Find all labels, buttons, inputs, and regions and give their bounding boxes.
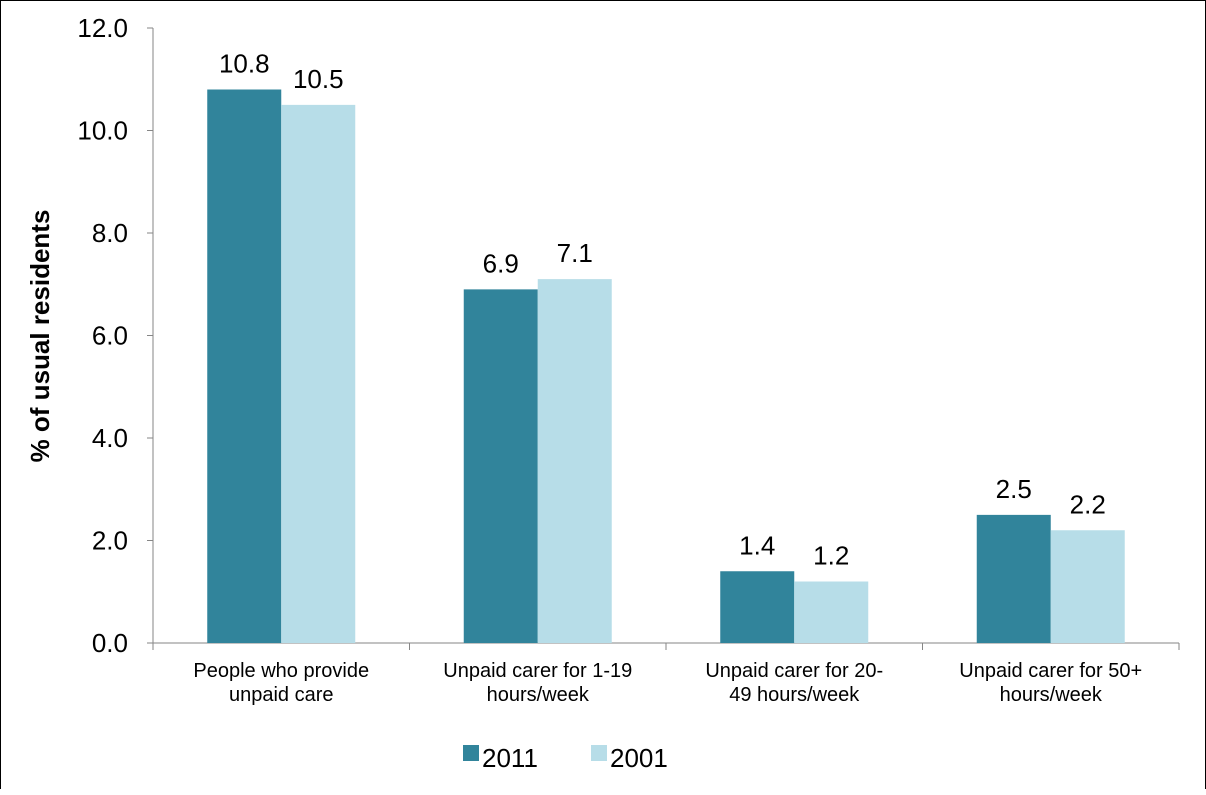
- bar-2011: [720, 571, 795, 643]
- legend-swatch-2001: [591, 745, 607, 761]
- data-label-2001: 10.5: [293, 64, 344, 94]
- x-category-label-line: Unpaid carer for 1-19: [443, 660, 632, 682]
- y-tick-label: 8.0: [92, 218, 128, 248]
- x-category-label: Unpaid carer for 50+ hours/week: [959, 660, 1142, 706]
- y-tick-label: 2.0: [92, 526, 128, 556]
- y-tick-label: 6.0: [92, 321, 128, 351]
- x-category-label-line: People who provide: [193, 660, 369, 682]
- y-tick-label: 4.0: [92, 423, 128, 453]
- x-category-label-line: 49 hours/week: [729, 684, 860, 706]
- legend-swatch-2011: [463, 745, 479, 761]
- data-label-2011: 1.4: [739, 530, 775, 560]
- bar-2001: [794, 581, 869, 643]
- y-tick-label: 12.0: [77, 13, 128, 43]
- x-category-label-line: Unpaid carer for 50+: [959, 660, 1142, 682]
- y-axis-title: % of usual residents: [25, 210, 55, 463]
- data-label-2001: 7.1: [557, 238, 593, 268]
- x-category-label: Unpaid carer for 1-19 hours/week: [443, 660, 632, 706]
- bar-2001: [281, 104, 356, 643]
- y-tick-label: 10.0: [77, 116, 128, 146]
- legend-label-2011: 2011: [482, 743, 538, 773]
- plot-area: 0.0 2.0 4.0 6.0 8.0 10.0 12.0 10.8 10.5 People wh…: [77, 13, 1180, 706]
- x-category-label-line: hours/week: [487, 684, 590, 706]
- legend: 2011 2001: [463, 743, 668, 773]
- x-category-label-line: hours/week: [1000, 684, 1103, 706]
- bar-2011: [207, 89, 282, 643]
- bar-2001: [537, 279, 612, 643]
- legend-label-2001: 2001: [610, 743, 668, 773]
- y-tick-label: 0.0: [92, 628, 128, 658]
- y-axis-title-group: % of usual residents: [25, 210, 55, 463]
- data-label-2001: 2.2: [1070, 489, 1106, 519]
- data-label-2001: 1.2: [813, 541, 849, 571]
- x-category-label: People who provide unpaid care: [193, 660, 369, 706]
- data-label-2011: 10.8: [219, 49, 270, 79]
- data-label-2011: 6.9: [483, 248, 519, 278]
- x-category-label-line: unpaid care: [229, 684, 334, 706]
- bar-2001: [1050, 530, 1125, 643]
- x-category-label: Unpaid carer for 20-49 hours/week: [705, 660, 883, 706]
- bar-2011: [976, 514, 1051, 643]
- x-category-label-line: Unpaid carer for 20-: [705, 660, 883, 682]
- data-label-2011: 2.5: [996, 474, 1032, 504]
- bar-2011: [463, 289, 538, 643]
